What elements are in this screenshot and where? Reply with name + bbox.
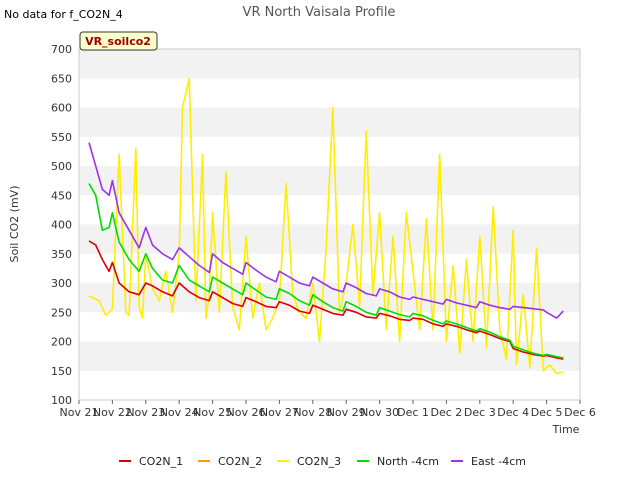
series-line-co2n-3 [88,77,564,375]
x-axis-label: Time [552,423,580,436]
x-tick-label: Nov 21 [60,406,99,419]
y-axis-ticks: 100 150 200 250 300 350 400 450 500 550 600 650 700 [51,43,72,407]
x-tick-label: Dec 6 [564,406,596,419]
series-line-east-4cm [88,142,564,319]
legend-label: East -4cm [471,455,526,468]
no-data-note: No data for f_CO2N_4 [4,8,123,21]
series-line-co2n-1 [88,240,564,360]
y-tick-label: 250 [51,306,72,319]
grid-band [79,312,580,342]
legend-label: CO2N_3 [297,455,341,468]
x-tick-label: Nov 22 [93,406,132,419]
grid-band [79,49,580,79]
x-tick-label: Dec 5 [531,406,563,419]
x-tick-label: Nov 23 [126,406,165,419]
grid-band [79,341,580,371]
x-tick-label: Nov 27 [260,406,299,419]
x-tick-label: Nov 28 [293,406,332,419]
y-tick-label: 300 [51,277,72,290]
badge-label: VR_soilco2 [85,35,151,48]
x-tick-label: Nov 24 [160,406,199,419]
y-axis-label: Soil CO2 (mV) [8,186,21,263]
plot-area [78,48,581,401]
grid-bands [79,49,580,400]
x-tick-label: Nov 25 [193,406,232,419]
y-tick-label: 500 [51,160,72,173]
grid-band [79,224,580,254]
x-tick-label: Nov 30 [360,406,399,419]
grid-band [79,78,580,108]
legend: CO2N_1 CO2N_2 CO2N_3 North -4cm East -4cm [119,455,526,468]
series-line-north-4cm [88,183,564,359]
y-tick-label: 450 [51,189,72,202]
x-tick-label: Dec 4 [497,406,529,419]
legend-label: CO2N_2 [218,455,262,468]
x-tick-label: Dec 1 [397,406,429,419]
x-tick-label: Nov 26 [227,406,266,419]
badge-box [79,31,158,51]
series-lines [88,77,564,375]
y-tick-label: 200 [51,336,72,349]
x-tick-label: Nov 29 [327,406,366,419]
y-tick-label: 550 [51,131,72,144]
grid-band [79,253,580,283]
chart-title: VR North Vaisala Profile [243,5,396,20]
y-tick-label: 350 [51,248,72,261]
legend-label: CO2N_1 [139,455,183,468]
y-tick-label: 150 [51,365,72,378]
x-tick-label: Dec 3 [464,406,496,419]
plot-frame [78,48,581,401]
badge: VR_soilco2 [79,31,158,51]
y-tick-label: 400 [51,219,72,232]
y-tick-label: 600 [51,102,72,115]
x-tick-label: Dec 2 [431,406,463,419]
y-tick-label: 100 [51,394,72,407]
grid-band [79,195,580,225]
grid-band [79,370,580,400]
grid-band [79,107,580,137]
legend-label: North -4cm [377,455,439,468]
y-tick-label: 650 [51,72,72,85]
y-tick-label: 700 [51,43,72,56]
